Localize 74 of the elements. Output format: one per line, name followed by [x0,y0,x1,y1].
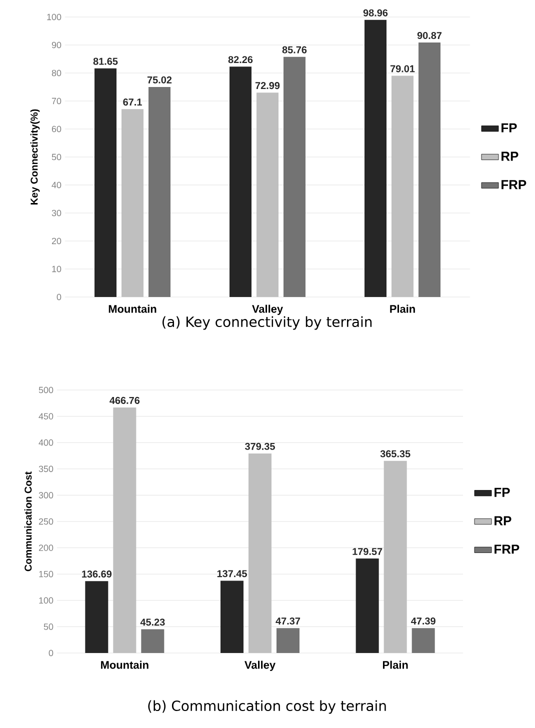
x-tick-label: Valley [252,304,283,315]
bar [148,86,170,297]
data-label: 90.87 [417,32,442,40]
y-axis-title: Key Connectivity(%) [30,109,40,204]
bar [113,407,136,653]
bar [276,628,300,653]
data-label: 79.01 [390,65,415,72]
bar [248,453,272,653]
y-tick-label: 350 [38,466,54,472]
bar [220,580,244,653]
data-label: 365.35 [380,450,410,458]
legend-label: RP [494,516,512,526]
y-tick-label: 30 [52,210,62,216]
bar [418,42,441,297]
x-tick-label: Mountain [101,660,148,669]
data-label: 136.69 [82,570,112,578]
y-tick-label: 300 [38,492,54,498]
y-tick-label: 150 [39,570,54,578]
y-tick-label: 90 [52,42,62,48]
data-label: 82.26 [228,56,253,64]
y-axis-title: Communication Cost [24,472,32,572]
data-label: 45.23 [140,618,165,626]
data-label: 379.35 [245,442,275,450]
bar [85,581,108,653]
text: (b) Communication cost by terrain [148,700,386,714]
bar [364,20,387,297]
y-tick-label: 0 [48,650,54,656]
bar [284,56,306,297]
x-tick-label: Mountain [108,304,156,313]
y-tick-label: 100 [39,597,54,604]
y-tick-label: 450 [38,413,54,420]
y-tick-label: 100 [47,14,62,20]
legend-label: FRP [494,544,520,554]
y-tick-label: 40 [52,182,62,188]
data-label: 81.65 [93,58,118,65]
data-label: 47.39 [411,617,436,625]
data-label: 179.57 [352,548,382,556]
y-tick-label: 500 [38,386,54,394]
y-tick-label: 0 [56,294,62,300]
data-label: 67.1 [123,98,142,106]
y-tick-label: 250 [38,518,54,525]
data-label: 85.76 [282,46,307,54]
data-label: 98.96 [363,9,388,16]
legend-label: RP [502,152,518,161]
bar [356,558,379,653]
bar [412,628,435,653]
data-label: 47.37 [276,618,300,625]
data-label: 72.99 [255,82,280,90]
data-label: 75.02 [147,76,172,84]
y-tick-label: 60 [52,126,62,132]
bar [384,460,407,653]
bar [94,68,116,297]
y-tick-label: 20 [52,238,62,244]
y-tick-label: 70 [52,98,62,104]
y-tick-label: 400 [38,439,54,446]
bar [122,109,144,297]
legend-label: FP [494,488,510,497]
x-tick-label: Plain [390,304,415,313]
bar [392,76,414,297]
y-tick-label: 80 [52,70,62,76]
bar [256,92,278,297]
data-label: 137.45 [217,570,247,578]
y-tick-label: 50 [52,154,62,160]
bar [141,629,164,653]
legend-label: FRP [502,180,526,190]
bar [230,66,252,297]
x-tick-label: Valley [244,660,276,671]
y-tick-label: 50 [44,624,54,630]
y-tick-label: 10 [52,266,62,272]
text: (a) Key connectivity by terrain [162,316,372,330]
data-label: 466.76 [110,396,140,404]
x-tick-label: Plain [382,660,408,669]
y-tick-label: 200 [38,544,54,551]
legend-label: FP [502,123,517,132]
